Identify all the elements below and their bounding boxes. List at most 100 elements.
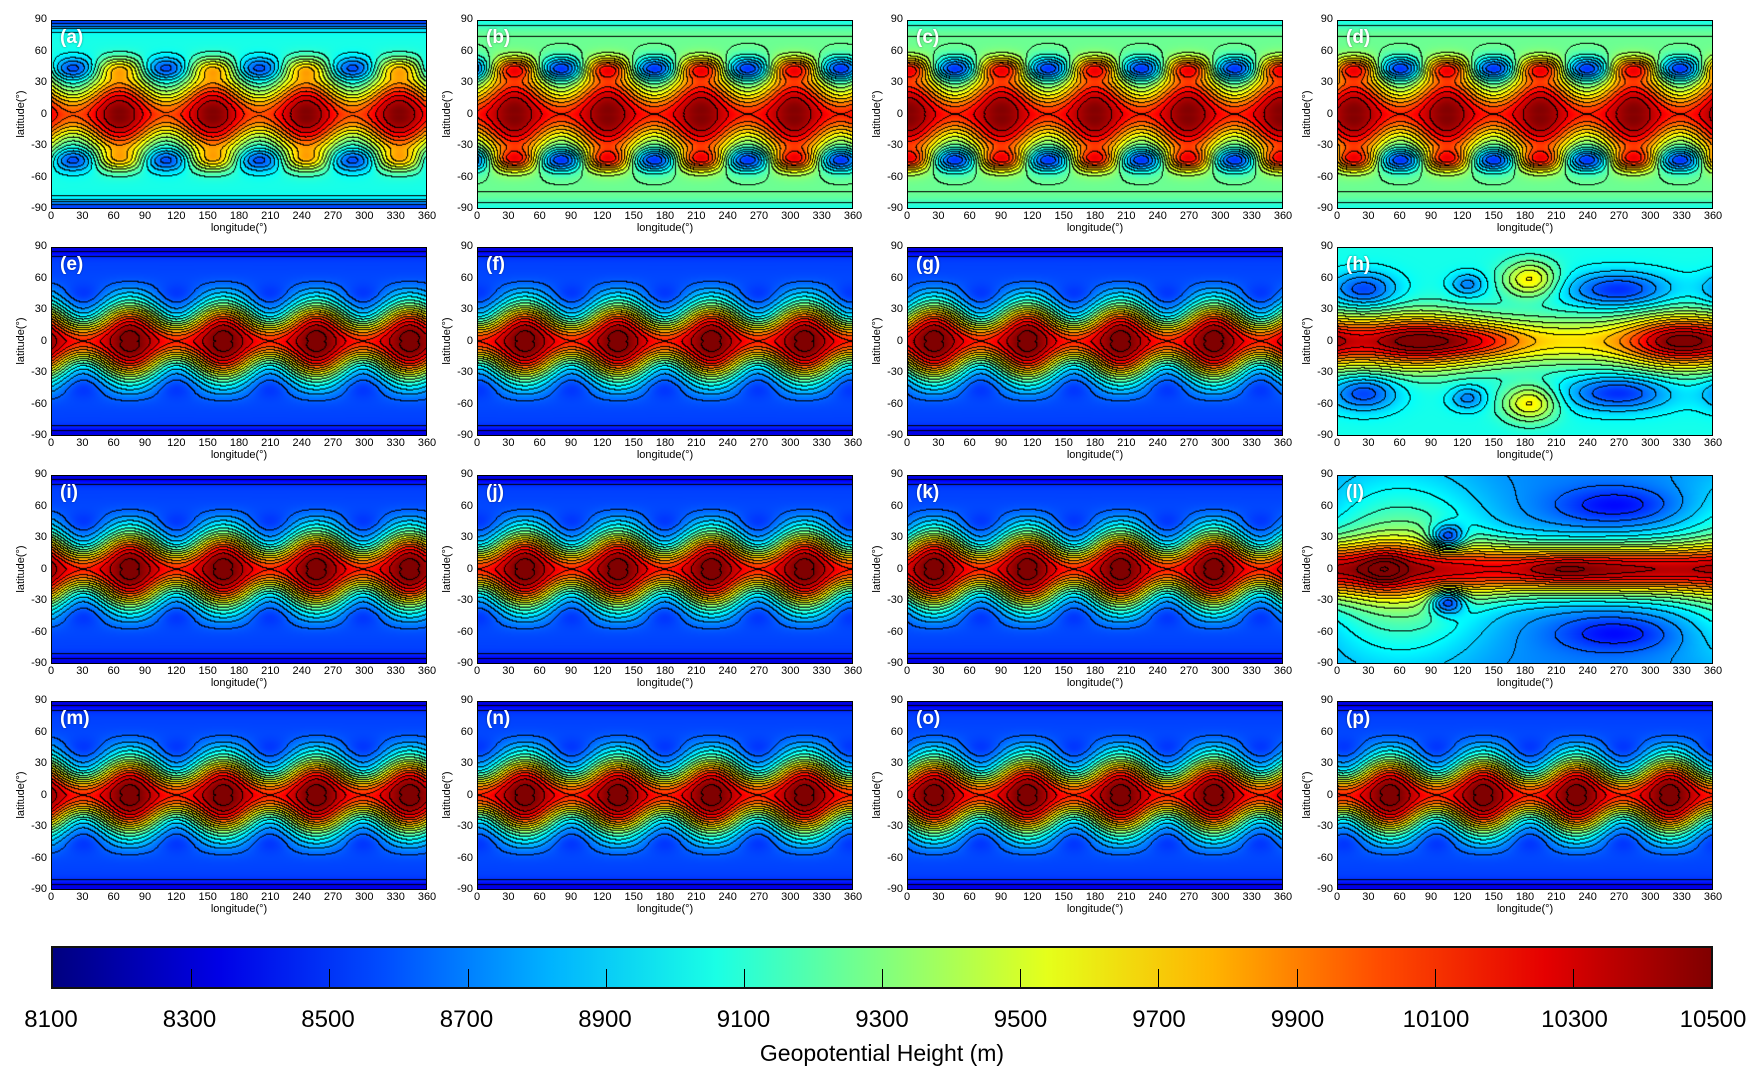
x-tick-label: 240 xyxy=(292,891,311,903)
x-tick-label: 60 xyxy=(963,210,976,222)
x-tick-label: 90 xyxy=(1424,437,1438,449)
y-tick-label: -30 xyxy=(887,366,903,378)
x-tick-label: 180 xyxy=(1515,891,1535,903)
x-tick-label: 150 xyxy=(1484,210,1503,222)
x-tick-label: 30 xyxy=(1362,665,1375,677)
y-tick-label: 0 xyxy=(40,334,47,347)
x-tick-label: 0 xyxy=(903,210,911,222)
contour-panel-m: (m) xyxy=(51,701,427,890)
colorbar-tick xyxy=(743,969,745,987)
contour-plot xyxy=(52,702,426,889)
x-tick-label: 0 xyxy=(473,210,481,222)
colorbar-tick xyxy=(1158,969,1160,987)
y-tick-label: 60 xyxy=(460,44,473,57)
x-tick-label: 240 xyxy=(1148,437,1167,449)
x-tick-label: 150 xyxy=(198,665,217,677)
y-tick-label: -60 xyxy=(31,170,47,183)
x-tick-label: 30 xyxy=(932,210,945,222)
x-tick-label: 180 xyxy=(655,665,675,677)
x-tick-label: 120 xyxy=(167,210,186,222)
x-tick-label: 270 xyxy=(1609,210,1629,222)
x-tick-label: 60 xyxy=(107,210,120,222)
y-tick-label: -60 xyxy=(887,625,903,638)
x-axis-label: longitude(°) xyxy=(1496,222,1554,234)
x-tick-label: 150 xyxy=(198,210,217,222)
contour-plot xyxy=(52,476,426,663)
y-tick-label: -30 xyxy=(457,594,473,606)
y-tick-label: 90 xyxy=(890,240,903,252)
y-tick-label: -90 xyxy=(887,883,903,895)
contour-plot xyxy=(908,21,1282,208)
x-tick-label: 90 xyxy=(138,665,152,677)
y-tick-label: -30 xyxy=(31,139,47,151)
x-tick-label: 0 xyxy=(473,437,481,449)
contour-plot xyxy=(52,21,426,208)
contour-plot xyxy=(908,702,1282,889)
y-axis-label: latitude(°) xyxy=(1301,770,1313,819)
x-tick-label: 330 xyxy=(1672,665,1691,677)
x-tick-label: 120 xyxy=(593,665,612,677)
x-tick-label: 120 xyxy=(593,210,612,222)
x-tick-label: 0 xyxy=(473,891,481,903)
x-tick-label: 180 xyxy=(229,665,249,677)
x-tick-label: 30 xyxy=(1362,891,1375,903)
y-tick-label: 60 xyxy=(34,725,47,738)
colorbar-tick-label: 10100 xyxy=(1402,1006,1470,1033)
x-tick-label: 180 xyxy=(1515,665,1535,677)
colorbar-tick-label: 10500 xyxy=(1679,1006,1747,1033)
y-tick-label: 0 xyxy=(896,562,903,575)
x-tick-label: 210 xyxy=(1547,665,1566,677)
x-tick-label: 300 xyxy=(355,891,374,903)
x-tick-label: 270 xyxy=(1179,210,1199,222)
x-tick-label: 360 xyxy=(843,210,863,222)
y-tick-label: 0 xyxy=(1326,562,1333,575)
x-tick-label: 300 xyxy=(1641,437,1660,449)
x-tick-label: 0 xyxy=(47,891,55,903)
panel-label: (o) xyxy=(916,708,941,729)
x-tick-label: 60 xyxy=(107,665,120,677)
x-tick-label: 270 xyxy=(749,210,769,222)
colorbar-tick xyxy=(191,969,193,987)
x-axis-label: longitude(°) xyxy=(636,449,694,461)
y-tick-label: -90 xyxy=(31,429,47,441)
x-tick-label: 90 xyxy=(994,665,1008,677)
y-tick-label: -90 xyxy=(31,883,47,895)
x-tick-label: 330 xyxy=(812,891,831,903)
y-tick-label: -60 xyxy=(31,397,47,410)
x-tick-label: 240 xyxy=(292,437,311,449)
y-axis-label: latitude(°) xyxy=(871,544,883,593)
x-tick-label: 240 xyxy=(1148,210,1167,222)
x-tick-label: 330 xyxy=(1672,437,1691,449)
x-tick-label: 180 xyxy=(1515,210,1535,222)
x-tick-label: 30 xyxy=(932,437,945,449)
contour-plot xyxy=(1338,476,1712,663)
y-tick-label: -30 xyxy=(457,366,473,378)
colorbar-tick-label: 9300 xyxy=(855,1006,909,1033)
y-tick-label: 30 xyxy=(1320,76,1333,88)
contour-plot xyxy=(478,476,852,663)
x-tick-label: 240 xyxy=(1578,210,1597,222)
x-axis-label: longitude(°) xyxy=(1066,449,1124,461)
colorbar-tick xyxy=(605,969,607,987)
x-tick-label: 240 xyxy=(1578,437,1597,449)
x-tick-label: 300 xyxy=(355,210,374,222)
x-tick-label: 180 xyxy=(655,891,675,903)
x-tick-label: 330 xyxy=(1242,210,1261,222)
x-tick-label: 180 xyxy=(1085,437,1105,449)
contour-panel-n: (n) xyxy=(477,701,853,890)
x-tick-label: 270 xyxy=(323,210,343,222)
x-tick-label: 30 xyxy=(1362,210,1375,222)
y-tick-label: -90 xyxy=(457,657,473,669)
x-tick-label: 150 xyxy=(1054,665,1073,677)
x-tick-label: 120 xyxy=(1023,891,1042,903)
x-tick-label: 270 xyxy=(323,437,343,449)
x-tick-label: 330 xyxy=(1242,437,1261,449)
contour-plot xyxy=(478,248,852,435)
y-axis-label: latitude(°) xyxy=(15,316,27,365)
x-axis-label: longitude(°) xyxy=(1066,222,1124,234)
x-tick-label: 300 xyxy=(781,665,800,677)
x-tick-label: 240 xyxy=(718,665,737,677)
y-tick-label: -30 xyxy=(31,820,47,832)
colorbar-tick-label: 10300 xyxy=(1541,1006,1608,1033)
x-tick-label: 60 xyxy=(1393,210,1406,222)
